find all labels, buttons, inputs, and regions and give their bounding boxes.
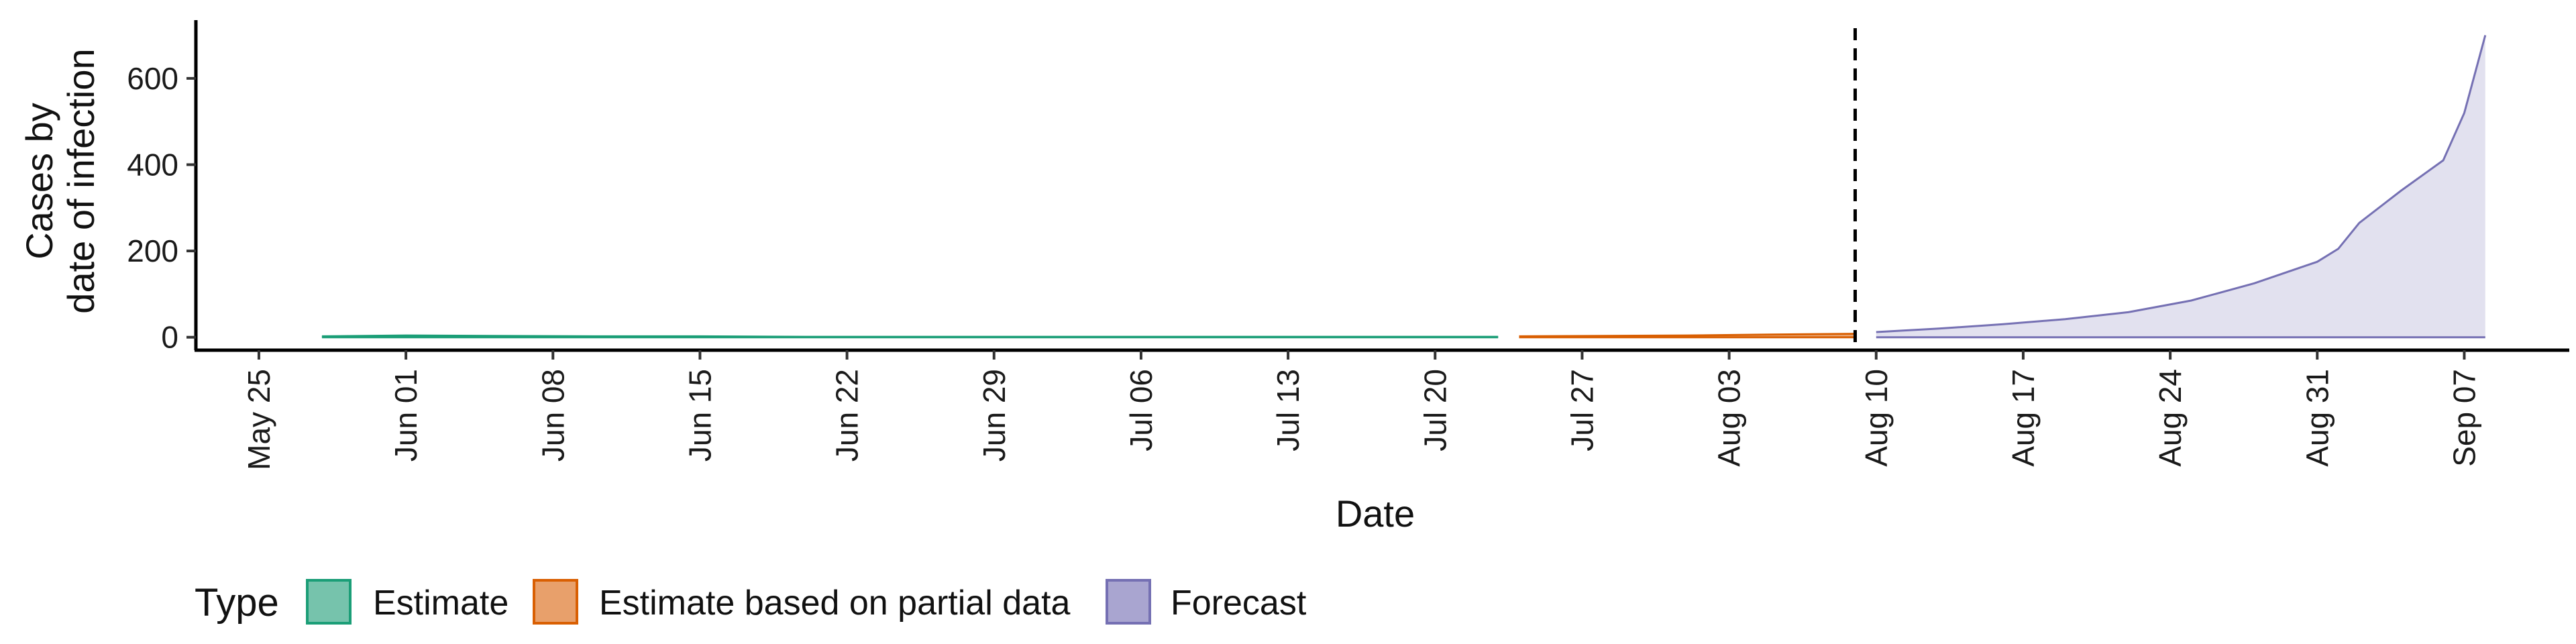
x-tick-label-13: Aug 24 [2153, 369, 2188, 467]
x-tick-label-15: Sep 07 [2447, 369, 2482, 467]
x-axis-title: Date [1336, 492, 1415, 535]
legend-title: Type [195, 581, 279, 625]
x-tick-label-14: Aug 31 [2300, 369, 2334, 467]
x-tick-label-0: May 25 [241, 369, 276, 470]
x-tick-label-3: Jun 15 [682, 369, 717, 462]
y-tick-label-0: 0 [161, 320, 178, 355]
x-tick-label-2: Jun 08 [535, 369, 570, 462]
legend-label-partial: Estimate based on partial data [599, 584, 1071, 623]
legend: Type Estimate Estimate based on partial … [195, 579, 1307, 625]
legend-key-estimate [306, 579, 352, 625]
x-tick-label-5: Jun 29 [977, 369, 1012, 462]
x-tick-label-7: Jul 13 [1271, 369, 1305, 451]
y-axis-ticks: 0 200 400 600 [127, 61, 196, 355]
legend-key-partial [533, 579, 578, 625]
x-tick-label-11: Aug 10 [1859, 369, 1894, 467]
x-tick-label-1: Jun 01 [388, 369, 423, 462]
legend-key-forecast [1106, 579, 1151, 625]
x-tick-label-9: Jul 27 [1564, 369, 1599, 451]
legend-label-estimate: Estimate [373, 584, 508, 623]
series-areas [321, 35, 2487, 339]
legend-label-forecast: Forecast [1171, 584, 1307, 623]
x-axis-ticks: May 25 Jun 01 Jun 08 Jun 15 Jun 22 Jun 29 Jul … [241, 350, 2482, 470]
y-tick-label-600: 600 [127, 61, 178, 96]
x-tick-label-10: Aug 03 [1712, 369, 1747, 467]
y-axis-title-line-2: date of infection [60, 48, 102, 313]
x-tick-label-8: Jul 20 [1417, 369, 1452, 451]
y-axis-title-line-1: Cases by [18, 103, 60, 259]
y-tick-label-400: 400 [127, 147, 178, 182]
x-tick-label-6: Jul 06 [1124, 369, 1159, 451]
area-forecast [1876, 35, 2485, 337]
upper-line-forecast [1876, 35, 2487, 333]
x-tick-label-12: Aug 17 [2006, 369, 2041, 467]
y-tick-label-200: 200 [127, 233, 178, 268]
x-tick-label-4: Jun 22 [830, 369, 865, 462]
upper-line-estimate-based-on-partial-data [1519, 333, 1856, 337]
